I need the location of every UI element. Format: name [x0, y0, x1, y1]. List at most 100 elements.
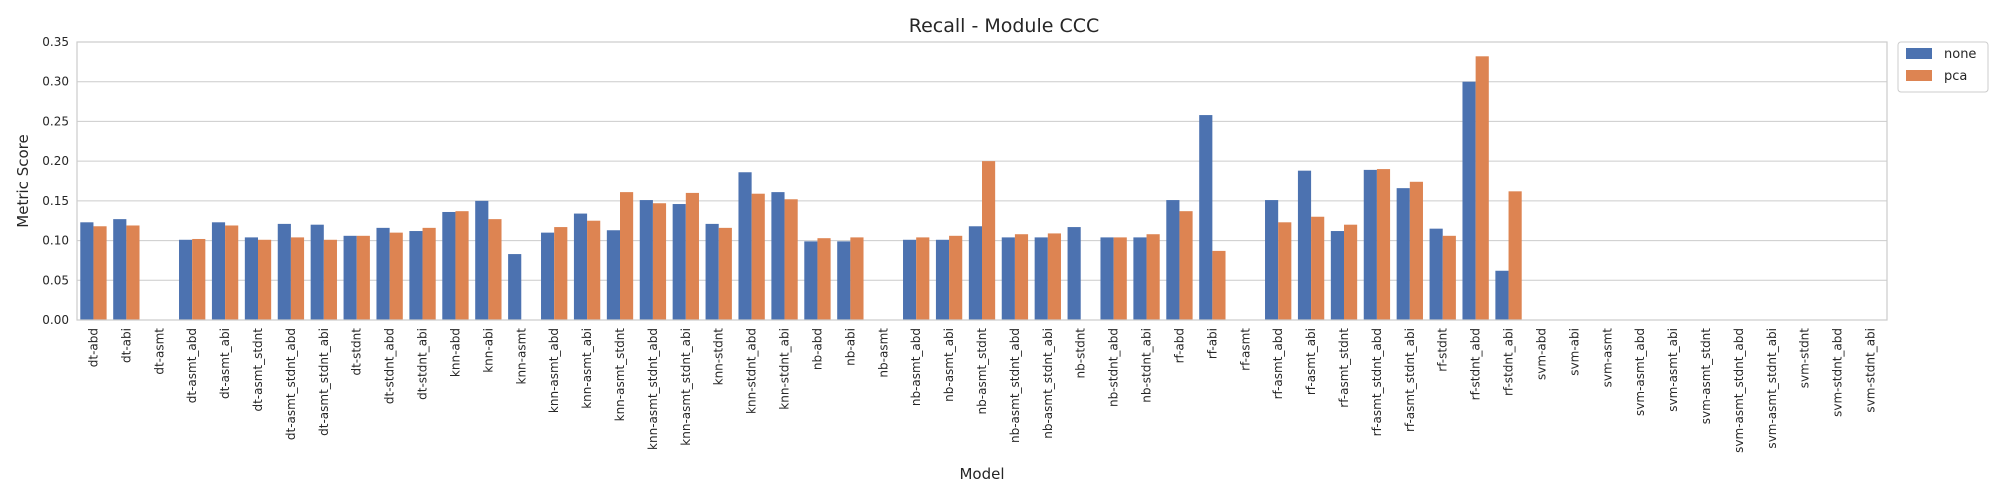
x-tick-label: rf-stdnt_abd: [1469, 328, 1483, 400]
bar-pca-knn-stdnt_abi: [784, 199, 798, 320]
x-tick-label: svm-asmt_stdnt_abi: [1765, 328, 1779, 449]
bar-pca-dt-abi: [126, 225, 140, 320]
bar-pca-rf-stdnt_abd: [1475, 56, 1489, 321]
bar-none-knn-stdnt_abi: [771, 192, 785, 320]
bar-pca-dt-asmt_stdnt: [258, 239, 272, 320]
y-tick-label: 0.15: [42, 194, 69, 208]
bar-none-rf-abd: [1166, 200, 1180, 320]
bars: [80, 56, 1522, 321]
bar-pca-nb-asmt_abd: [916, 237, 930, 320]
x-tick-labels: dt-abd dt-abi dt-asmt dt-asmt_abd dt-asmt_ab…: [86, 328, 1877, 453]
x-tick-label: svm-abd: [1534, 328, 1548, 380]
x-tick-label: rf-stdnt_abi: [1502, 328, 1516, 396]
y-axis-label: Metric Score: [14, 134, 32, 227]
bar-pca-knn-asmt_abd: [554, 227, 568, 320]
bar-pca-dt-asmt_stdnt_abd: [290, 237, 305, 320]
y-tick-label: 0.20: [42, 154, 69, 168]
x-tick-label: knn-abd: [448, 328, 462, 377]
bar-none-knn-asmt_stdnt_abi: [672, 204, 686, 320]
bar-pca-dt-asmt_abd: [192, 238, 206, 320]
bar-pca-knn-abi: [488, 219, 502, 320]
chart-title: Recall - Module CCC: [909, 15, 1100, 37]
bar-none-dt-abd: [80, 222, 94, 320]
bar-none-rf-stdnt_abi: [1495, 270, 1509, 320]
bar-pca-nb-asmt_stdnt_abi: [1047, 233, 1061, 320]
bar-pca-nb-stdnt_abd: [1113, 237, 1127, 320]
x-axis-label: Model: [959, 465, 1004, 483]
x-tick-label: knn-asmt_abi: [580, 328, 594, 409]
bar-none-knn-asmt_abd: [541, 232, 555, 320]
bar-none-rf-asmt_stdnt_abd: [1363, 169, 1377, 320]
legend-label-pca: pca: [1944, 69, 1967, 84]
x-tick-label: nb-asmt_stdnt_abi: [1041, 328, 1055, 439]
x-tick-label: knn-asmt_stdnt_abd: [646, 328, 660, 450]
bar-none-rf-asmt_abi: [1297, 170, 1312, 320]
x-tick-label: knn-abi: [481, 328, 495, 373]
bar-pca-nb-stdnt_abi: [1146, 234, 1160, 320]
x-tick-label: nb-stdnt: [1074, 328, 1088, 379]
legend-swatch-pca: [1906, 70, 1932, 81]
bar-none-knn-stdnt_abd: [738, 172, 752, 320]
x-tick-label: knn-stdnt: [712, 328, 726, 386]
bar-pca-rf-asmt_stdnt: [1344, 224, 1358, 320]
y-tick-label: 0.00: [42, 313, 69, 327]
x-tick-label: nb-stdnt_abi: [1140, 328, 1154, 403]
bar-pca-dt-stdnt: [356, 235, 370, 320]
x-tick-label: knn-stdnt_abi: [778, 328, 792, 410]
bar-none-dt-stdnt_abi: [409, 231, 423, 320]
bar-pca-rf-abd: [1179, 211, 1193, 320]
bar-pca-knn-asmt_stdnt: [620, 192, 634, 320]
bar-none-knn-asmt_stdnt: [606, 230, 620, 320]
x-tick-label: dt-asmt_stdnt: [251, 328, 265, 412]
x-tick-label: rf-asmt: [1238, 328, 1252, 371]
x-tick-label: nb-asmt: [876, 328, 890, 378]
bar-pca-knn-abd: [455, 211, 469, 320]
x-tick-label: nb-asmt_stdnt: [975, 328, 989, 415]
bar-none-nb-asmt_stdnt_abd: [1001, 237, 1015, 320]
x-tick-label: svm-asmt_abi: [1666, 328, 1680, 412]
bar-pca-nb-abi: [850, 237, 864, 320]
bar-none-nb-asmt_stdnt_abi: [1034, 237, 1048, 320]
bar-none-nb-abi: [837, 241, 851, 320]
bar-none-dt-asmt_stdnt: [244, 237, 258, 320]
bar-none-knn-abi: [475, 200, 489, 320]
bar-none-nb-asmt_abi: [935, 239, 950, 320]
bar-pca-rf-stdnt: [1442, 235, 1456, 320]
bar-pca-knn-stdnt_abd: [751, 193, 765, 320]
x-tick-label: dt-asmt_stdnt_abi: [317, 328, 331, 436]
legend: none pca: [1897, 41, 1989, 93]
bar-none-dt-asmt_stdnt_abi: [310, 224, 324, 320]
bar-none-rf-abi: [1199, 115, 1213, 320]
x-tick-label: nb-asmt_abi: [942, 328, 956, 402]
x-tick-label: rf-abd: [1172, 328, 1186, 363]
x-tick-label: rf-asmt_stdnt: [1337, 328, 1351, 408]
x-tick-label: nb-abd: [810, 328, 824, 370]
bar-pca-dt-stdnt_abi: [422, 227, 436, 320]
y-tick-label: 0.25: [42, 114, 69, 128]
x-tick-label: dt-stdnt_abd: [383, 328, 397, 404]
bar-pca-knn-asmt_abi: [587, 220, 601, 320]
bar-none-knn-stdnt: [705, 223, 719, 320]
x-tick-label: knn-stdnt_abd: [745, 328, 759, 414]
bar-none-rf-stdnt: [1429, 228, 1443, 320]
x-tick-label: rf-asmt_abi: [1304, 328, 1318, 395]
bar-pca-knn-stdnt: [718, 227, 732, 320]
bar-none-rf-asmt_stdnt_abi: [1396, 188, 1410, 320]
bar-none-nb-stdnt_abd: [1100, 237, 1114, 320]
x-tick-label: dt-abd: [86, 328, 100, 367]
x-tick-label: rf-asmt_stdnt_abi: [1403, 328, 1417, 432]
bar-pca-dt-asmt_stdnt_abi: [323, 239, 337, 320]
x-tick-label: dt-asmt: [152, 328, 166, 375]
x-tick-label: rf-asmt_stdnt_abd: [1370, 328, 1384, 436]
bar-pca-knn-asmt_stdnt_abi: [685, 192, 699, 320]
bar-pca-rf-asmt_stdnt_abi: [1409, 181, 1423, 320]
y-tick-label: 0.10: [42, 234, 69, 248]
x-tick-label: svm-abi: [1567, 328, 1581, 376]
bar-none-dt-asmt_abd: [179, 239, 193, 320]
x-tick-label: svm-stdnt_abi: [1864, 328, 1878, 413]
x-tick-label: knn-asmt_abd: [547, 328, 561, 413]
x-tick-label: nb-stdnt_abd: [1107, 328, 1121, 407]
bar-pca-nb-asmt_abi: [949, 235, 963, 320]
bar-pca-dt-abd: [93, 226, 107, 320]
